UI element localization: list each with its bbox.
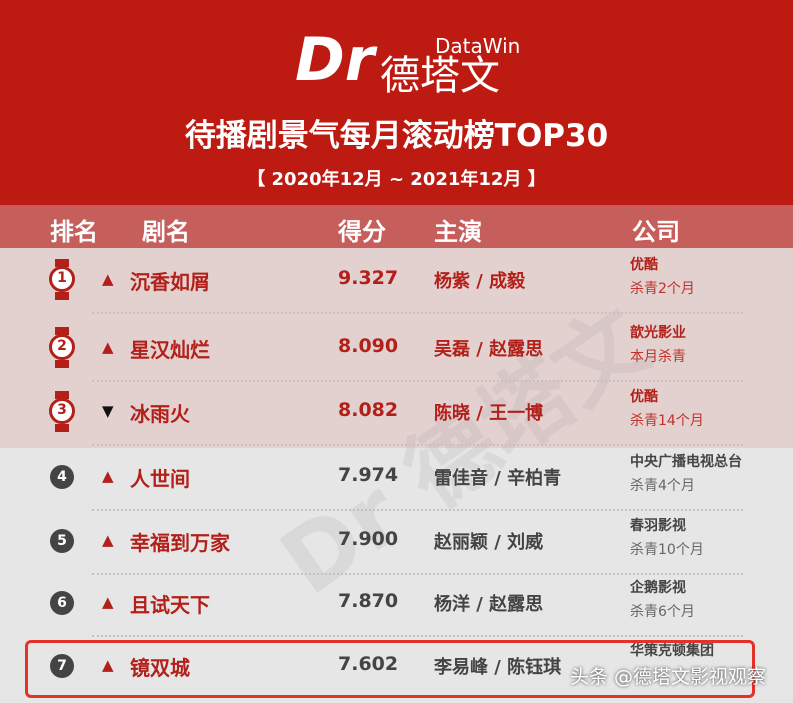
production-status: 杀青14个月	[630, 413, 704, 429]
datawin-logo: Dr DataWin 德塔文	[295, 25, 521, 99]
drama-name: 人世间	[130, 467, 190, 491]
page-title: 待播剧景气每月滚动榜TOP30	[184, 118, 609, 154]
row-divider	[92, 444, 743, 446]
score: 9.327	[338, 267, 399, 289]
trend-up-icon: ▲	[102, 656, 114, 674]
col-cast: 主演	[434, 218, 482, 246]
production-status: 本月杀青	[630, 349, 686, 365]
cast: 赵丽颖 / 刘威	[434, 532, 544, 553]
score: 7.870	[338, 590, 399, 612]
col-rank: 排名	[50, 218, 98, 246]
drama-name: 镜双城	[130, 656, 190, 680]
row-divider	[92, 380, 743, 382]
drama-name: 幸福到万家	[130, 531, 230, 555]
company: 歆光影业	[630, 325, 686, 341]
trend-up-icon: ▲	[102, 270, 114, 288]
cast: 吴磊 / 赵露思	[434, 339, 544, 360]
trend-up-icon: ▲	[102, 467, 114, 485]
header-banner: Dr DataWin 德塔文 待播剧景气每月滚动榜TOP30 【 2020年12…	[0, 0, 793, 205]
trend-up-icon: ▲	[102, 593, 114, 611]
rank-medal-icon: 2	[49, 327, 75, 368]
score: 7.602	[338, 653, 399, 675]
cast: 李易峰 / 陈钰琪	[434, 657, 562, 678]
rank-medal-icon: 3	[49, 391, 75, 432]
production-status: 杀青6个月	[630, 604, 695, 620]
highlight-box	[25, 640, 755, 698]
score: 7.900	[338, 528, 399, 550]
company: 华策克顿集团	[630, 643, 714, 659]
col-company: 公司	[632, 218, 680, 246]
company: 优酷	[630, 389, 658, 405]
table-row: 2 ▲ 星汉灿烂 8.090 吴磊 / 赵露思 歆光影业 本月杀青	[0, 318, 793, 382]
table-row: 7 ▲ 镜双城 7.602 李易峰 / 陈钰琪 华策克顿集团	[0, 636, 793, 700]
trend-up-icon: ▲	[102, 531, 114, 549]
table-header: 排名 剧名 得分 主演 公司	[0, 205, 793, 248]
col-name: 剧名	[142, 218, 190, 246]
table-row: 5 ▲ 幸福到万家 7.900 赵丽颖 / 刘威 春羽影视 杀青10个月	[0, 511, 793, 575]
row-divider	[92, 312, 743, 314]
production-status: 杀青10个月	[630, 542, 704, 558]
production-status: 杀青4个月	[630, 478, 695, 494]
drama-name: 星汉灿烂	[130, 338, 210, 362]
production-status: 杀青2个月	[630, 281, 695, 297]
rank-badge: 4	[50, 465, 74, 489]
date-range: 【 2020年12月 ~ 2021年12月 】	[247, 169, 546, 190]
table-row: 6 ▲ 且试天下 7.870 杨洋 / 赵露思 企鹅影视 杀青6个月	[0, 573, 793, 637]
trend-up-icon: ▲	[102, 338, 114, 356]
table-row: 4 ▲ 人世间 7.974 雷佳音 / 辛柏青 中央广播电视总台 杀青4个月	[0, 447, 793, 511]
table-row: 3 ▼ 冰雨火 8.082 陈晓 / 王一博 优酷 杀青14个月	[0, 382, 793, 446]
company: 企鹅影视	[630, 580, 686, 596]
top3-background	[0, 248, 793, 448]
trend-down-icon: ▼	[102, 402, 114, 420]
cast: 陈晓 / 王一博	[434, 403, 544, 424]
drama-name: 冰雨火	[130, 402, 190, 426]
company: 中央广播电视总台	[630, 454, 742, 470]
col-score: 得分	[338, 218, 386, 246]
company: 优酷	[630, 257, 658, 273]
cast: 杨洋 / 赵露思	[434, 594, 544, 615]
source-watermark: 头条 @德塔文影视观察	[570, 666, 767, 688]
score: 7.974	[338, 464, 399, 486]
rank-badge: 7	[50, 654, 74, 678]
cast: 杨紫 / 成毅	[434, 271, 526, 292]
drama-name: 沉香如屑	[130, 270, 210, 294]
company: 春羽影视	[630, 518, 686, 534]
score: 8.090	[338, 335, 399, 357]
table-row: 1 ▲ 沉香如屑 9.327 杨紫 / 成毅 优酷 杀青2个月	[0, 250, 793, 314]
row-divider	[92, 509, 743, 511]
row-divider	[92, 573, 743, 575]
row-divider	[92, 635, 743, 637]
score: 8.082	[338, 399, 399, 421]
drama-name: 且试天下	[130, 593, 210, 617]
rank-medal-icon: 1	[49, 259, 75, 300]
rank-badge: 5	[50, 529, 74, 553]
rank-badge: 6	[50, 591, 74, 615]
cast: 雷佳音 / 辛柏青	[434, 468, 562, 489]
